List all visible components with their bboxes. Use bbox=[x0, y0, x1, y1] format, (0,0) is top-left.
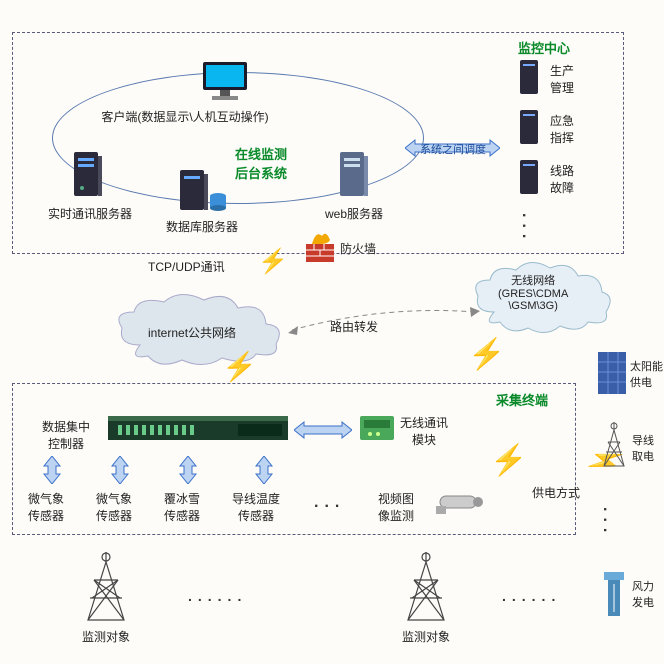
firewall-label: 防火墙 bbox=[340, 240, 376, 257]
db-server-label: 数据库服务器 bbox=[158, 218, 246, 235]
pc-1-label: 生产 管理 bbox=[550, 62, 574, 96]
wire-label: 导线 取电 bbox=[632, 432, 654, 464]
bolt-2: ⚡ bbox=[222, 360, 257, 374]
pc-server-1 bbox=[518, 58, 542, 103]
bottom-dots-2: ...... bbox=[502, 588, 561, 604]
center-dots: ... bbox=[518, 213, 536, 244]
backend-title: 在线监测 后台系统 bbox=[235, 144, 287, 182]
tower-1 bbox=[78, 552, 134, 624]
bolt-4: ⚡ bbox=[490, 454, 527, 468]
tower-1-label: 监测对象 bbox=[82, 628, 130, 645]
wmodule-icon bbox=[358, 412, 396, 444]
pc-2-label: 应急 指挥 bbox=[550, 112, 574, 146]
route-arrow bbox=[284, 300, 484, 340]
firewall-icon bbox=[302, 228, 338, 264]
route-label: 路由转发 bbox=[330, 318, 378, 335]
monitor-center-title: 监控中心 bbox=[518, 38, 570, 57]
web-server-label: web服务器 bbox=[316, 205, 392, 222]
video-label: 视频图 像监测 bbox=[378, 490, 414, 524]
rt-server-label: 实时通讯服务器 bbox=[46, 205, 134, 222]
wind-label: 风力 发电 bbox=[632, 578, 654, 610]
sensor-1: 微气象 传感器 bbox=[96, 490, 132, 524]
wind-icon bbox=[600, 568, 628, 620]
camera-icon bbox=[436, 490, 490, 516]
sensor-dots: ... bbox=[314, 494, 345, 512]
tcp-label: TCP/UDP通讯 bbox=[148, 258, 225, 275]
monitor-icon bbox=[200, 60, 250, 102]
power-dots: ... bbox=[599, 507, 617, 538]
tower-2-label: 监测对象 bbox=[402, 628, 450, 645]
bolt-1: ⚡ bbox=[258, 255, 288, 269]
client-label: 客户端(数据显示\人机互动操作) bbox=[85, 108, 285, 125]
sensor-2: 覆冰雪 传感器 bbox=[164, 490, 200, 524]
bottom-dots-1: ...... bbox=[188, 588, 247, 604]
db-server-icon bbox=[178, 168, 228, 214]
pc-server-2 bbox=[518, 108, 542, 153]
mid-arrow bbox=[294, 421, 352, 439]
dispatch-label: 系统之间调度 bbox=[410, 141, 496, 157]
rt-server-icon bbox=[72, 150, 104, 202]
wireless-label: 无线网络 (GRES\CDMA \GSM\3G) bbox=[498, 272, 568, 312]
sensor-3: 导线温度 传感器 bbox=[232, 490, 280, 524]
solar-icon bbox=[596, 350, 628, 396]
web-server-icon bbox=[338, 150, 370, 202]
internet-label: internet公共网络 bbox=[148, 324, 236, 341]
pc-3-label: 线路 故障 bbox=[550, 162, 574, 196]
tower-2 bbox=[398, 552, 454, 624]
controller-icon bbox=[108, 416, 288, 446]
sensor-0: 微气象 传感器 bbox=[28, 490, 64, 524]
pc-server-3 bbox=[518, 158, 542, 203]
solar-label: 太阳能 供电 bbox=[630, 358, 663, 390]
controller-label: 数据集中 控制器 bbox=[42, 418, 90, 452]
wire-tower-icon bbox=[598, 422, 630, 470]
power-title: 供电方式 bbox=[532, 484, 580, 501]
terminal-title: 采集终端 bbox=[496, 390, 548, 409]
wmodule-label: 无线通讯 模块 bbox=[400, 414, 448, 448]
bolt-3: ⚡ bbox=[468, 348, 505, 362]
sensor-arrows bbox=[30, 456, 310, 484]
